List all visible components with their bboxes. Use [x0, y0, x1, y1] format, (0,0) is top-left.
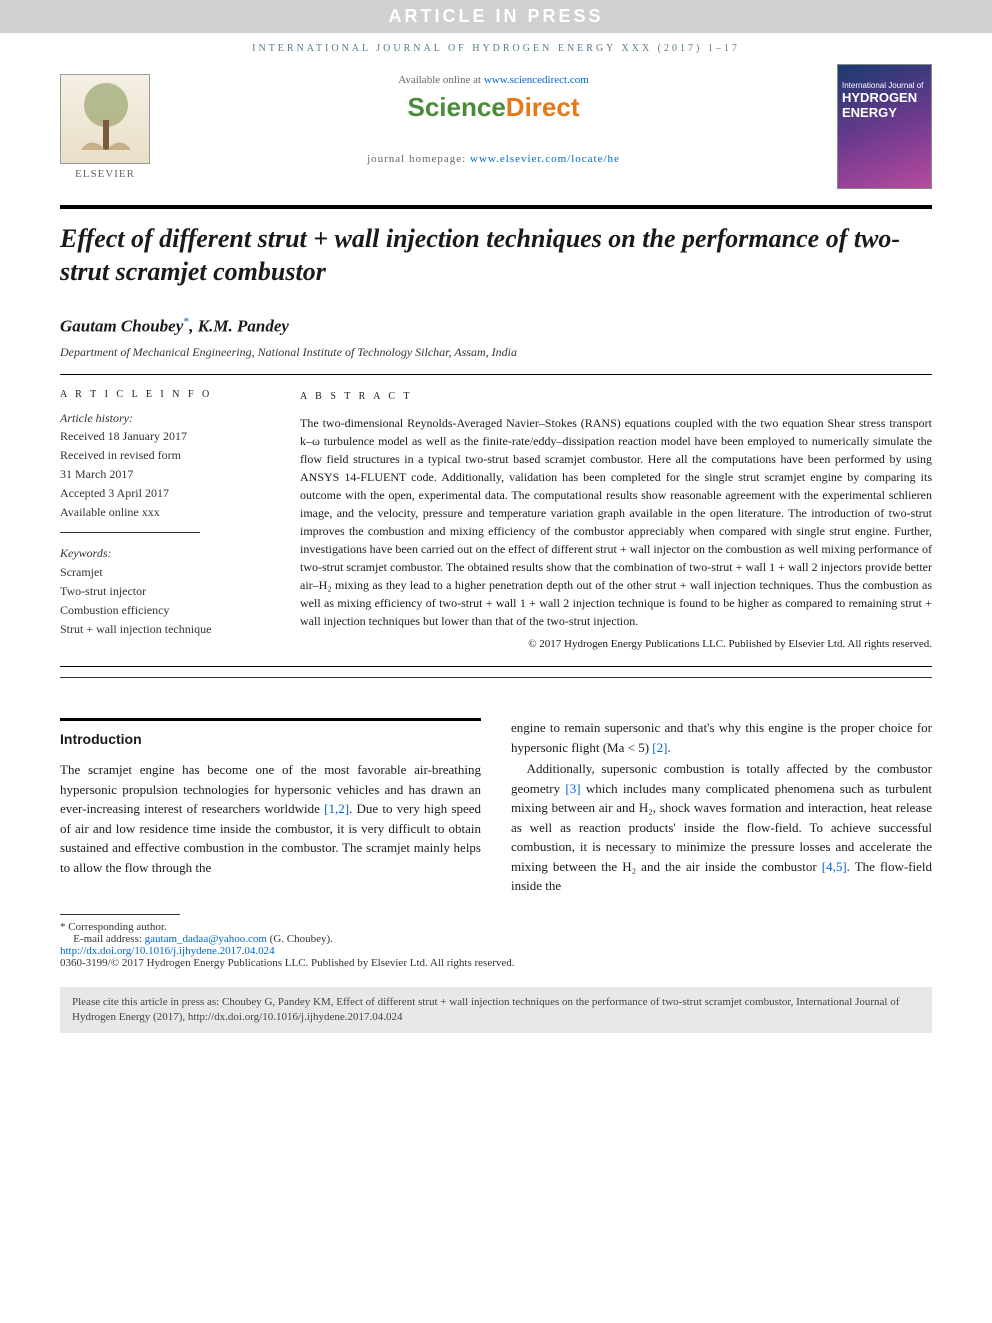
section-bar: [60, 718, 481, 721]
journal-cover-thumbnail[interactable]: International Journal of HYDROGEN ENERGY: [837, 64, 932, 189]
intro-paragraph-1: The scramjet engine has become one of th…: [60, 760, 481, 877]
abstract-column: A B S T R A C T The two-dimensional Reyn…: [300, 389, 932, 653]
available-online-text: Available online at www.sciencedirect.co…: [170, 74, 817, 86]
cover-small-text: International Journal of: [842, 81, 923, 90]
available-prefix: Available online at: [398, 74, 484, 86]
center-header: Available online at www.sciencedirect.co…: [170, 60, 817, 165]
intro-paragraph-1-cont: engine to remain supersonic and that's w…: [511, 718, 932, 757]
body-column-left: Introduction The scramjet engine has bec…: [60, 718, 481, 896]
revised-line-1: Received in revised form: [60, 447, 260, 464]
keyword: Strut + wall injection technique: [60, 621, 260, 638]
affiliation: Department of Mechanical Engineering, Na…: [60, 345, 932, 360]
author-sep: ,: [189, 317, 198, 336]
author-2[interactable]: K.M. Pandey: [198, 317, 289, 336]
article-title: Effect of different strut + wall injecti…: [60, 223, 932, 288]
keyword: Two-strut injector: [60, 583, 260, 600]
history-label: Article history:: [60, 410, 260, 427]
doi-link[interactable]: http://dx.doi.org/10.1016/j.ijhydene.201…: [60, 945, 275, 957]
body-columns: Introduction The scramjet engine has bec…: [0, 718, 992, 896]
email-label: E-mail address:: [73, 933, 144, 945]
header-block: ELSEVIER Available online at www.science…: [0, 60, 992, 189]
homepage-link[interactable]: www.elsevier.com/locate/he: [470, 153, 620, 165]
sd-word-1: Science: [408, 92, 506, 122]
citation-link[interactable]: [4,5]: [822, 859, 847, 874]
sciencedirect-link[interactable]: www.sciencedirect.com: [484, 74, 589, 86]
issn-copyright-line: 0360-3199/© 2017 Hydrogen Energy Publica…: [60, 957, 932, 969]
received-date: Received 18 January 2017: [60, 428, 260, 445]
keyword: Combustion efficiency: [60, 602, 260, 619]
homepage-line: journal homepage: www.elsevier.com/locat…: [170, 153, 817, 165]
cover-big-2: ENERGY: [842, 105, 927, 120]
keywords-label: Keywords:: [60, 545, 260, 562]
citation-link[interactable]: [3]: [565, 781, 580, 796]
in-press-banner: ARTICLE IN PRESS: [0, 0, 992, 33]
sd-word-2: Direct: [506, 92, 580, 122]
title-divider-bar: [60, 205, 932, 209]
footnote-rule: [60, 914, 180, 915]
revised-line-2: 31 March 2017: [60, 466, 260, 483]
elsevier-logo[interactable]: ELSEVIER: [60, 74, 150, 180]
intro-paragraph-2: Additionally, supersonic combustion is t…: [511, 759, 932, 896]
body-divider: [60, 677, 932, 678]
article-info-column: A R T I C L E I N F O Article history: R…: [60, 389, 260, 653]
abstract-heading: A B S T R A C T: [300, 389, 932, 404]
author-1[interactable]: Gautam Choubey: [60, 317, 183, 336]
citation-link[interactable]: [2]: [652, 740, 667, 755]
article-info-heading: A R T I C L E I N F O: [60, 389, 260, 400]
info-bottom-bar: [60, 666, 932, 667]
accepted-date: Accepted 3 April 2017: [60, 485, 260, 502]
citation-link[interactable]: [1,2]: [324, 801, 349, 816]
abstract-text: The two-dimensional Reynolds-Averaged Na…: [300, 414, 932, 630]
elsevier-tree-icon: [60, 74, 150, 164]
title-block: Effect of different strut + wall injecti…: [0, 223, 992, 360]
available-date: Available online xxx: [60, 504, 260, 521]
email-line: E-mail address: gautam_dadaa@yahoo.com (…: [60, 933, 932, 945]
citation-box: Please cite this article in press as: Ch…: [60, 987, 932, 1034]
abstract-copyright: © 2017 Hydrogen Energy Publications LLC.…: [300, 636, 932, 653]
keyword: Scramjet: [60, 564, 260, 581]
corresponding-author-note: * Corresponding author.: [60, 921, 932, 933]
body-column-right: engine to remain supersonic and that's w…: [511, 718, 932, 896]
elsevier-text: ELSEVIER: [60, 168, 150, 180]
info-abstract-row: A R T I C L E I N F O Article history: R…: [0, 375, 992, 667]
authors-line: Gautam Choubey*, K.M. Pandey: [60, 314, 932, 337]
homepage-prefix: journal homepage:: [367, 153, 470, 165]
introduction-heading: Introduction: [60, 729, 481, 750]
sciencedirect-logo[interactable]: ScienceDirect: [170, 92, 817, 123]
cover-big-1: HYDROGEN: [842, 90, 927, 105]
email-link[interactable]: gautam_dadaa@yahoo.com: [145, 933, 267, 945]
footnotes: * Corresponding author. E-mail address: …: [0, 896, 992, 977]
email-suffix: (G. Choubey).: [267, 933, 333, 945]
info-divider: [60, 532, 200, 533]
cover-title: International Journal of HYDROGEN ENERGY: [842, 81, 927, 120]
journal-reference-line: INTERNATIONAL JOURNAL OF HYDROGEN ENERGY…: [0, 33, 992, 60]
